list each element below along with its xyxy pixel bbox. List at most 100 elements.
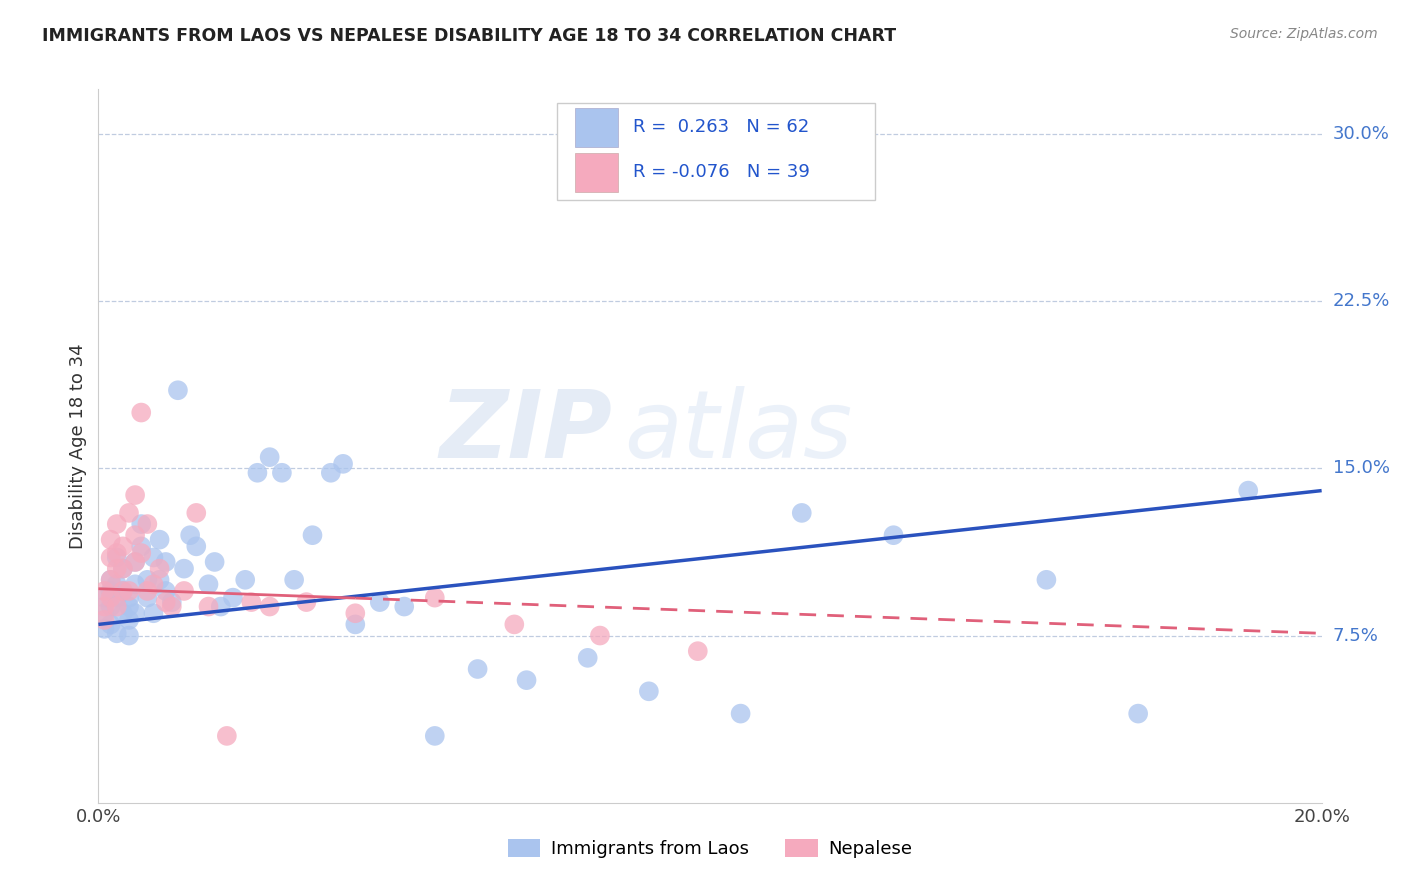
Point: [118, 506, 141, 520]
Point: [100, 533, 122, 547]
Point: [111, 607, 134, 621]
Text: R =  0.263   N = 62: R = 0.263 N = 62: [633, 119, 810, 136]
Point: [155, 555, 177, 569]
Point: [111, 562, 134, 576]
Bar: [557, 103, 875, 200]
Point: [186, 539, 208, 553]
Point: [118, 613, 141, 627]
Text: R = -0.076   N = 39: R = -0.076 N = 39: [633, 163, 810, 181]
Point: [503, 617, 526, 632]
Point: [259, 599, 281, 614]
Point: [136, 573, 159, 587]
Point: [467, 662, 489, 676]
Point: [204, 555, 226, 569]
Point: [1237, 483, 1260, 498]
Bar: [575, 108, 619, 147]
Point: [100, 573, 122, 587]
Y-axis label: Disability Age 18 to 34: Disability Age 18 to 34: [69, 343, 87, 549]
Point: [100, 617, 122, 632]
Point: [730, 706, 752, 721]
Point: [118, 591, 141, 605]
Point: [270, 466, 292, 480]
Point: [124, 555, 146, 569]
Point: [142, 607, 165, 621]
Point: [423, 591, 446, 605]
Point: [790, 506, 813, 520]
Point: [118, 599, 141, 614]
Point: [100, 591, 122, 605]
Point: [160, 595, 183, 609]
Point: [392, 599, 416, 614]
Point: [111, 562, 134, 576]
Point: [686, 644, 709, 658]
Point: [160, 599, 183, 614]
Point: [637, 684, 661, 698]
Point: [111, 583, 134, 598]
Text: 22.5%: 22.5%: [1333, 292, 1391, 310]
Text: 30.0%: 30.0%: [1333, 125, 1389, 143]
Point: [155, 583, 177, 598]
Point: [883, 528, 905, 542]
Point: [100, 573, 122, 587]
Point: [105, 599, 128, 614]
Point: [100, 583, 122, 598]
Point: [124, 607, 146, 621]
Point: [93, 591, 115, 605]
Point: [149, 573, 172, 587]
Point: [93, 599, 115, 614]
Point: [173, 583, 195, 598]
Point: [149, 562, 172, 576]
Text: IMMIGRANTS FROM LAOS VS NEPALESE DISABILITY AGE 18 TO 34 CORRELATION CHART: IMMIGRANTS FROM LAOS VS NEPALESE DISABIL…: [42, 27, 896, 45]
Point: [576, 651, 599, 665]
Point: [93, 583, 115, 598]
Point: [301, 528, 323, 542]
Point: [259, 450, 281, 465]
Text: 7.5%: 7.5%: [1333, 626, 1379, 645]
Point: [100, 599, 122, 614]
Point: [1035, 573, 1057, 587]
Point: [111, 583, 134, 598]
Point: [283, 573, 305, 587]
Text: Source: ZipAtlas.com: Source: ZipAtlas.com: [1230, 27, 1378, 41]
Point: [167, 384, 190, 398]
Point: [136, 583, 159, 598]
Point: [186, 506, 208, 520]
Point: [589, 628, 612, 642]
Point: [295, 595, 318, 609]
Point: [100, 550, 122, 565]
Point: [142, 577, 165, 591]
Point: [173, 562, 195, 576]
Point: [179, 528, 201, 542]
Point: [124, 488, 146, 502]
Point: [149, 533, 172, 547]
Point: [124, 528, 146, 542]
Point: [129, 517, 152, 532]
Text: atlas: atlas: [624, 386, 852, 477]
Point: [93, 607, 115, 621]
Point: [105, 517, 128, 532]
Point: [105, 626, 128, 640]
Point: [111, 539, 134, 553]
Point: [516, 673, 538, 687]
Point: [222, 591, 245, 605]
Point: [246, 466, 269, 480]
Legend: Immigrants from Laos, Nepalese: Immigrants from Laos, Nepalese: [501, 831, 920, 865]
Point: [118, 583, 141, 598]
Point: [423, 729, 446, 743]
Point: [368, 595, 391, 609]
Point: [1128, 706, 1150, 721]
Point: [124, 555, 146, 569]
Point: [136, 517, 159, 532]
Point: [93, 613, 115, 627]
Point: [319, 466, 342, 480]
Point: [136, 591, 159, 605]
Point: [105, 562, 128, 576]
Point: [129, 546, 152, 560]
Bar: [575, 153, 619, 192]
Point: [344, 617, 367, 632]
Point: [93, 622, 115, 636]
Point: [129, 405, 152, 420]
Point: [233, 573, 256, 587]
Point: [344, 607, 367, 621]
Point: [105, 546, 128, 560]
